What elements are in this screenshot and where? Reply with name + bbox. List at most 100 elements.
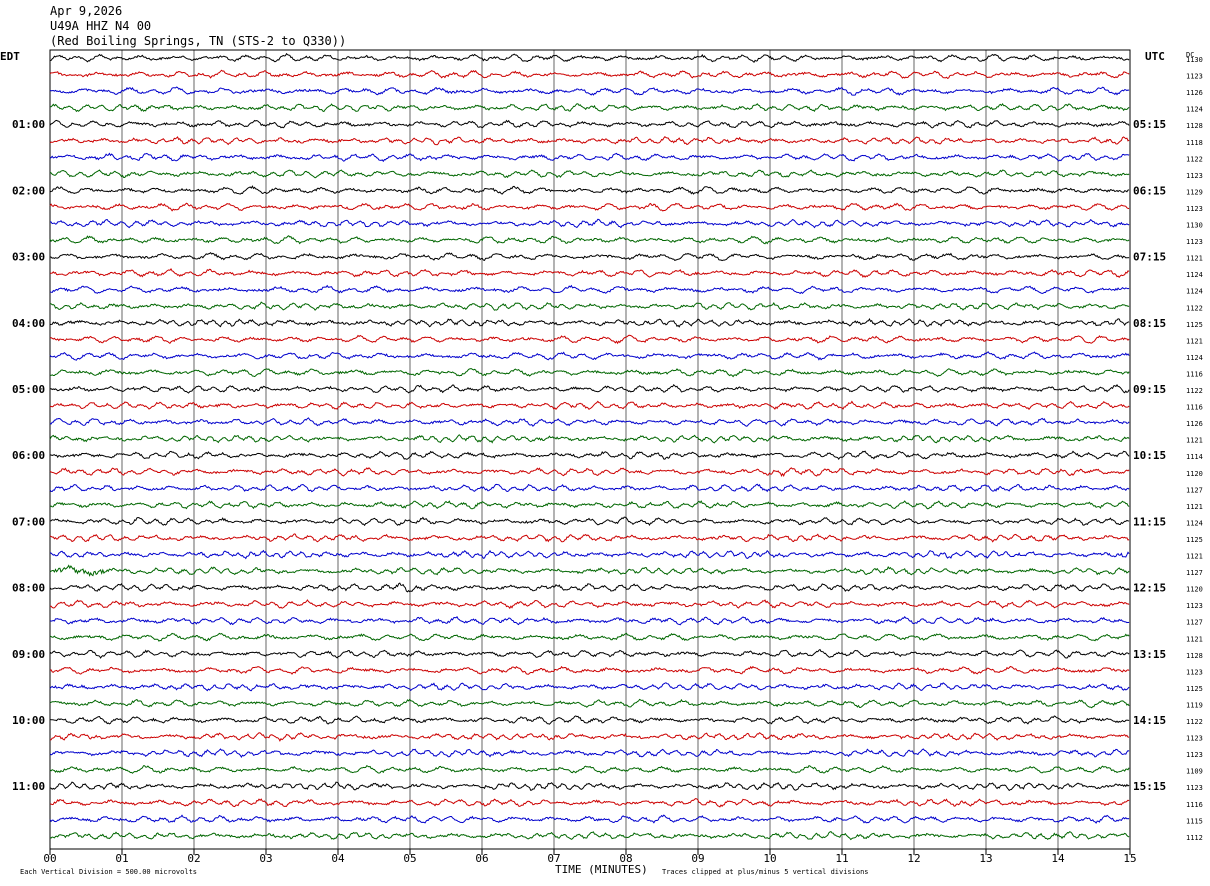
trace-line (49, 119, 1130, 129)
trace-line (49, 301, 1130, 311)
trace-line (49, 533, 1130, 543)
trace-line (49, 450, 1130, 460)
dc-offset-label: 1130 (1186, 222, 1203, 230)
dc-offset-label: 1112 (1186, 834, 1203, 842)
x-tick-label: 01 (115, 852, 128, 865)
dc-offset-label: 1122 (1186, 155, 1203, 163)
left-hour-label: 11:00 (12, 780, 45, 793)
dc-offset-label: 1125 (1186, 685, 1203, 693)
left-hour-label: 01:00 (12, 118, 45, 131)
trace-line (49, 169, 1130, 179)
trace-line (49, 748, 1130, 758)
dc-offset-label: 1121 (1186, 337, 1203, 345)
clip-note: Traces clipped at plus/minus 5 vertical … (662, 868, 869, 876)
trace-line (49, 334, 1130, 345)
dc-offset-label: 1128 (1186, 122, 1203, 130)
trace-line (49, 69, 1130, 79)
trace-line (49, 732, 1130, 742)
left-hour-label: 05:00 (12, 383, 45, 396)
trace-line (49, 384, 1130, 394)
trace-line (49, 715, 1130, 725)
dc-offset-label: 1121 (1186, 503, 1203, 511)
x-tick-label: 10 (763, 852, 776, 865)
trace-line (49, 665, 1130, 675)
dc-offset-label: 1124 (1186, 271, 1203, 279)
dc-offset-label: 1115 (1186, 817, 1203, 825)
dc-offset-label: 1114 (1186, 453, 1203, 461)
dc-offset-label: 1124 (1186, 288, 1203, 296)
left-hour-label: 04:00 (12, 317, 45, 330)
x-tick-label: 08 (619, 852, 632, 865)
dc-offset-label: 1121 (1186, 255, 1203, 263)
x-tick-label: 12 (907, 852, 920, 865)
x-axis-title: TIME (MINUTES) (555, 863, 648, 876)
dc-offset-label: 1118 (1186, 139, 1203, 147)
dc-offset-label: 1119 (1186, 701, 1203, 709)
x-tick-label: 03 (259, 852, 272, 865)
right-hour-label: 06:15 (1133, 184, 1166, 197)
dc-offset-label: 1127 (1186, 486, 1203, 494)
dc-offset-label: 1116 (1186, 370, 1203, 378)
dc-offset-label: 1124 (1186, 519, 1203, 527)
left-hour-label: 10:00 (12, 714, 45, 727)
trace-line (49, 698, 1130, 709)
trace-line (49, 648, 1130, 659)
dc-offset-label: 1121 (1186, 437, 1203, 445)
dc-offset-label: 1123 (1186, 784, 1203, 792)
trace-line (49, 284, 1130, 295)
trace-line (49, 798, 1130, 808)
dc-offset-label: 1127 (1186, 569, 1203, 577)
dc-offset-label: 1116 (1186, 801, 1203, 809)
trace-line (49, 52, 1130, 63)
trace-line (49, 549, 1130, 560)
right-hour-label: 05:15 (1133, 118, 1166, 131)
right-hour-label: 15:15 (1133, 780, 1166, 793)
x-tick-label: 07 (547, 852, 560, 865)
x-tick-label: 13 (979, 852, 992, 865)
dc-label: DC (1186, 51, 1194, 59)
trace-line (49, 417, 1130, 427)
dc-offset-label: 1126 (1186, 89, 1203, 97)
left-hour-label: 09:00 (12, 648, 45, 661)
right-hour-label: 10:15 (1133, 449, 1166, 462)
left-hour-label: 03:00 (12, 251, 45, 264)
dc-offset-label: 1116 (1186, 404, 1203, 412)
x-tick-label: 14 (1051, 852, 1065, 865)
trace-line (49, 136, 1130, 146)
trace-line (49, 434, 1130, 444)
trace-line (49, 831, 1130, 841)
trace-line (50, 267, 1130, 278)
dc-offset-label: 1125 (1186, 536, 1203, 544)
dc-offset-label: 1123 (1186, 751, 1203, 759)
axis-labels: 00 01 02 03 04 05 06 07 08 09 10 11 12 13 14 1511301123… (12, 56, 1203, 865)
trace-line (49, 781, 1130, 792)
header-location: (Red Boiling Springs, TN (STS-2 to Q330)… (50, 34, 347, 48)
right-hour-label: 07:15 (1133, 251, 1166, 264)
trace-line (50, 102, 1130, 113)
dc-offset-label: 1124 (1186, 106, 1203, 114)
trace-line (49, 218, 1130, 229)
trace-line (49, 467, 1130, 477)
dc-offset-label: 1122 (1186, 718, 1203, 726)
dc-offset-label: 1120 (1186, 470, 1203, 478)
trace-line (49, 86, 1130, 96)
x-tick-label: 11 (835, 852, 848, 865)
trace-line (49, 483, 1130, 493)
trace-line (49, 615, 1130, 626)
dc-offset-label: 1123 (1186, 602, 1203, 610)
dc-offset-label: 1109 (1186, 768, 1203, 776)
header-date: Apr 9,2026 (50, 4, 123, 18)
dc-offset-label: 1123 (1186, 172, 1203, 180)
header-station: U49A HHZ N4 00 (50, 19, 152, 33)
dc-offset-label: 1128 (1186, 652, 1203, 660)
dc-offset-label: 1122 (1186, 304, 1203, 312)
trace-line (49, 368, 1130, 378)
dc-offset-label: 1126 (1186, 420, 1203, 428)
left-hour-label: 07:00 (12, 515, 45, 528)
trace-line (49, 564, 1130, 577)
right-hour-label: 08:15 (1133, 317, 1166, 330)
trace-line (49, 500, 1130, 510)
dc-offset-label: 1122 (1186, 387, 1203, 395)
trace-line (49, 317, 1130, 328)
left-hour-label: 08:00 (12, 582, 45, 595)
